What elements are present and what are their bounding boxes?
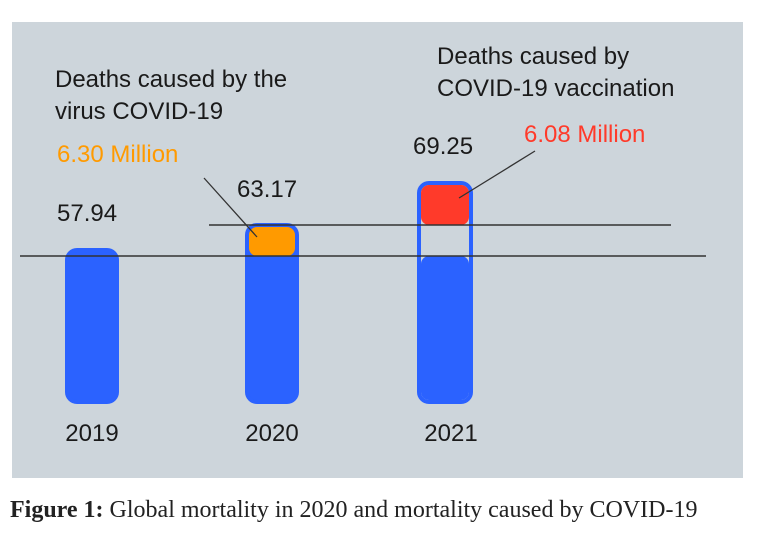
- caption-label: Figure 1:: [10, 497, 104, 523]
- figure-caption: Figure 1: Global mortality in 2020 and m…: [10, 497, 697, 524]
- annotation-virus-line1: Deaths caused by the: [55, 66, 287, 93]
- leader-line-virus: [203, 177, 258, 238]
- bar-base-2019: [69, 256, 115, 400]
- annotation-vaccine-line2: COVID-19 vaccination: [437, 75, 674, 102]
- bar-outline-2021: [417, 181, 473, 404]
- bar-base-2020: [249, 256, 295, 400]
- annotation-vaccine-line1: Deaths caused by: [437, 43, 629, 70]
- chart-panel: [12, 22, 743, 478]
- caption-text: Global mortality in 2020 and mortality c…: [103, 497, 698, 523]
- value-label-2019: 57.94: [57, 200, 117, 227]
- x-tick-2021: 2021: [424, 420, 477, 447]
- value-label-2021: 69.25: [413, 133, 473, 160]
- bar-segment-virus-2020: [249, 227, 295, 256]
- annotation-virus-value: 6.30 Million: [57, 141, 178, 168]
- annotation-vaccine-value: 6.08 Million: [524, 121, 645, 148]
- x-tick-2019: 2019: [65, 420, 118, 447]
- bar-segment-vaccine-2021: [421, 185, 469, 225]
- leader-line-vaccine: [458, 150, 536, 199]
- annotation-virus-line2: virus COVID-19: [55, 98, 223, 125]
- value-label-2020: 63.17: [237, 176, 297, 203]
- bar-segment-gap-2021: [421, 225, 469, 256]
- x-tick-2020: 2020: [245, 420, 298, 447]
- bar-base-2021: [421, 256, 469, 400]
